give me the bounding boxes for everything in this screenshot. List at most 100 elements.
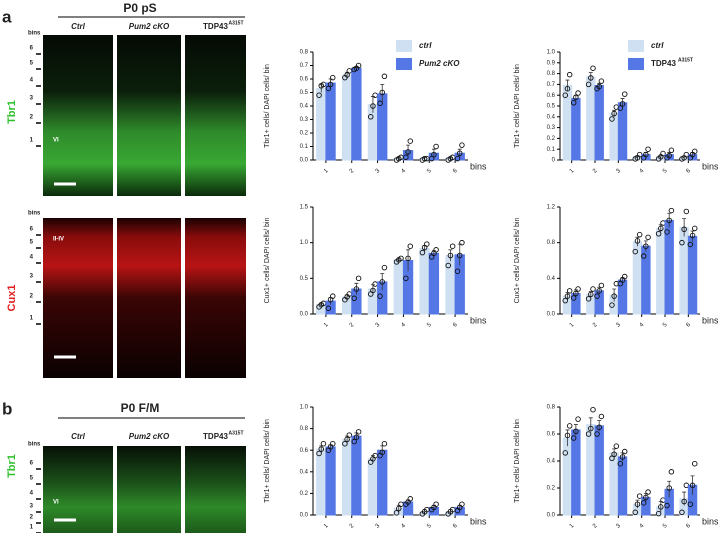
data-point bbox=[666, 485, 672, 491]
data-point bbox=[645, 489, 651, 495]
data-point bbox=[596, 288, 602, 294]
data-point bbox=[562, 450, 569, 456]
bins-label: bins bbox=[28, 31, 41, 37]
panel-label: b bbox=[2, 399, 12, 418]
data-point bbox=[611, 293, 617, 299]
x-tick-label: 1 bbox=[569, 168, 576, 175]
data-point bbox=[575, 90, 581, 96]
error-bar bbox=[682, 218, 687, 237]
x-tick-label: 3 bbox=[615, 322, 622, 329]
bin-number: 3 bbox=[30, 274, 34, 280]
y-tick-label: 1.0 bbox=[547, 50, 556, 56]
x-tick-label: 4 bbox=[639, 168, 646, 175]
data-point bbox=[562, 297, 569, 304]
micrograph bbox=[185, 446, 246, 533]
y-tick-label: 0.8 bbox=[547, 71, 556, 77]
bar bbox=[393, 259, 404, 315]
data-point bbox=[575, 416, 581, 422]
x-tick-label: 6 bbox=[452, 523, 459, 530]
data-point bbox=[346, 68, 353, 74]
y-axis-label: Tbr1+ cells/ DAPI cells/ bin bbox=[514, 64, 521, 148]
data-point bbox=[459, 239, 465, 246]
y-tick-label: 1.0 bbox=[300, 240, 309, 246]
bar bbox=[571, 97, 581, 161]
data-point bbox=[564, 85, 571, 92]
data-point bbox=[407, 138, 414, 144]
data-point bbox=[691, 148, 698, 155]
bar bbox=[586, 76, 596, 161]
bar bbox=[351, 67, 362, 161]
y-tick-label: 0.4 bbox=[300, 104, 309, 110]
bin-number: 4 bbox=[30, 78, 34, 84]
data-point bbox=[330, 293, 336, 299]
x-tick-label: 2 bbox=[592, 322, 599, 329]
data-point bbox=[419, 249, 426, 256]
data-point bbox=[421, 155, 428, 162]
x-tick-label: 5 bbox=[662, 322, 669, 329]
x-tick-label: 1 bbox=[323, 168, 330, 175]
error-bar bbox=[431, 148, 436, 158]
data-point bbox=[609, 455, 615, 462]
legend-label: Pum2 cKO bbox=[419, 59, 460, 68]
data-point bbox=[570, 100, 577, 106]
y-tick-label: 0.7 bbox=[547, 82, 556, 88]
data-point bbox=[660, 150, 666, 157]
x-tick-label: 5 bbox=[426, 322, 433, 329]
y-tick-label: 0.8 bbox=[547, 405, 556, 411]
bin-number: 3 bbox=[30, 504, 34, 510]
chart: 0.0 0.4 0.8 1.2 Cux1+ cells/ DAPI cells/ bin… bbox=[514, 205, 718, 329]
chart: 0.0 0.2 0.4 0.6 0.8 Tbr1+ cells/ DAPI cells/ … bbox=[514, 405, 718, 530]
data-point bbox=[570, 435, 577, 441]
data-point bbox=[636, 493, 643, 499]
bar bbox=[609, 452, 619, 516]
data-point bbox=[619, 101, 626, 107]
bar bbox=[594, 84, 604, 161]
y-tick-label: 0.2 bbox=[300, 131, 309, 137]
data-point bbox=[344, 436, 350, 443]
data-point bbox=[691, 225, 698, 232]
micrograph bbox=[43, 446, 113, 533]
data-point bbox=[562, 92, 569, 98]
data-point bbox=[424, 241, 430, 247]
data-point bbox=[355, 275, 362, 282]
y-tick-label: 1.2 bbox=[547, 205, 556, 211]
bar bbox=[428, 252, 440, 315]
x-tick-label: 2 bbox=[592, 168, 599, 175]
data-point bbox=[316, 92, 322, 98]
data-point bbox=[447, 252, 454, 259]
data-point bbox=[632, 509, 639, 516]
x-axis-label: bins bbox=[702, 315, 718, 325]
data-point bbox=[346, 432, 353, 438]
bin-number: 1 bbox=[30, 316, 34, 322]
data-point bbox=[689, 232, 696, 239]
data-point bbox=[640, 253, 647, 259]
panel-label: a bbox=[2, 7, 12, 26]
x-tick-label: 2 bbox=[349, 322, 356, 329]
bin-number: 5 bbox=[30, 476, 34, 482]
data-point bbox=[596, 424, 602, 431]
data-point bbox=[351, 438, 357, 445]
data-point bbox=[632, 248, 639, 255]
data-point bbox=[449, 243, 456, 249]
bin-number: 6 bbox=[30, 46, 34, 52]
data-point bbox=[621, 273, 628, 280]
column-header: TDP43 bbox=[203, 432, 228, 441]
data-point bbox=[370, 103, 376, 109]
data-point bbox=[598, 78, 605, 84]
data-point bbox=[433, 247, 439, 253]
data-point bbox=[570, 295, 577, 301]
legend-swatch bbox=[628, 40, 644, 52]
data-point bbox=[325, 85, 332, 92]
marker-label: Tbr1 bbox=[6, 454, 18, 478]
y-tick-label: 0.0 bbox=[300, 158, 309, 164]
data-point bbox=[611, 110, 617, 117]
y-tick-label: 0.7 bbox=[300, 63, 309, 69]
x-tick-label: 2 bbox=[349, 523, 356, 530]
bar bbox=[325, 82, 336, 161]
data-point bbox=[459, 501, 465, 507]
data-point bbox=[681, 226, 687, 233]
data-point bbox=[342, 440, 348, 447]
bin-number: 4 bbox=[30, 255, 34, 261]
data-point bbox=[355, 429, 362, 435]
bins-label: bins bbox=[28, 442, 41, 448]
